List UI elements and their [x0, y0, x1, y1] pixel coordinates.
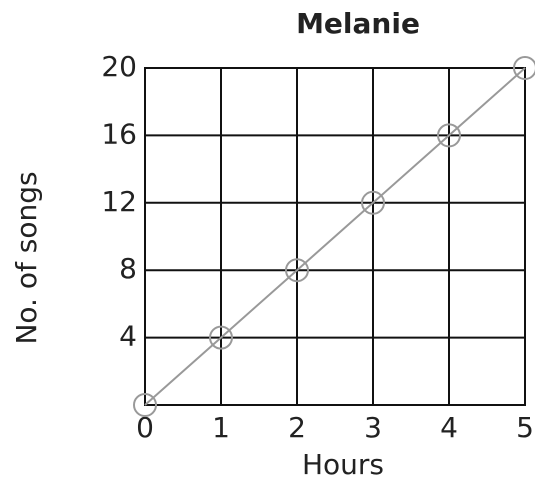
chart-title: Melanie: [296, 7, 420, 40]
x-tick-label: 3: [364, 411, 382, 444]
data-point: [513, 56, 535, 80]
y-tick-label: 12: [101, 185, 137, 218]
x-tick-label: 5: [516, 411, 534, 444]
x-tick-label: 1: [212, 411, 230, 444]
y-tick-label: 20: [101, 50, 137, 83]
y-tick-label: 8: [119, 252, 137, 285]
data-line: [144, 67, 526, 406]
y-axis-label: No. of songs: [10, 171, 43, 344]
data-point: [437, 123, 461, 148]
x-tick-label: 2: [288, 411, 306, 444]
x-tick-label: 0: [136, 411, 154, 444]
data-point: [209, 325, 233, 350]
x-axis-label: Hours: [302, 448, 384, 481]
data-point: [361, 190, 385, 215]
y-tick-label: 4: [119, 320, 137, 353]
y-tick-label: 16: [101, 117, 137, 150]
data-point: [133, 393, 157, 417]
x-tick-label: 4: [440, 411, 458, 444]
data-point: [285, 258, 309, 283]
